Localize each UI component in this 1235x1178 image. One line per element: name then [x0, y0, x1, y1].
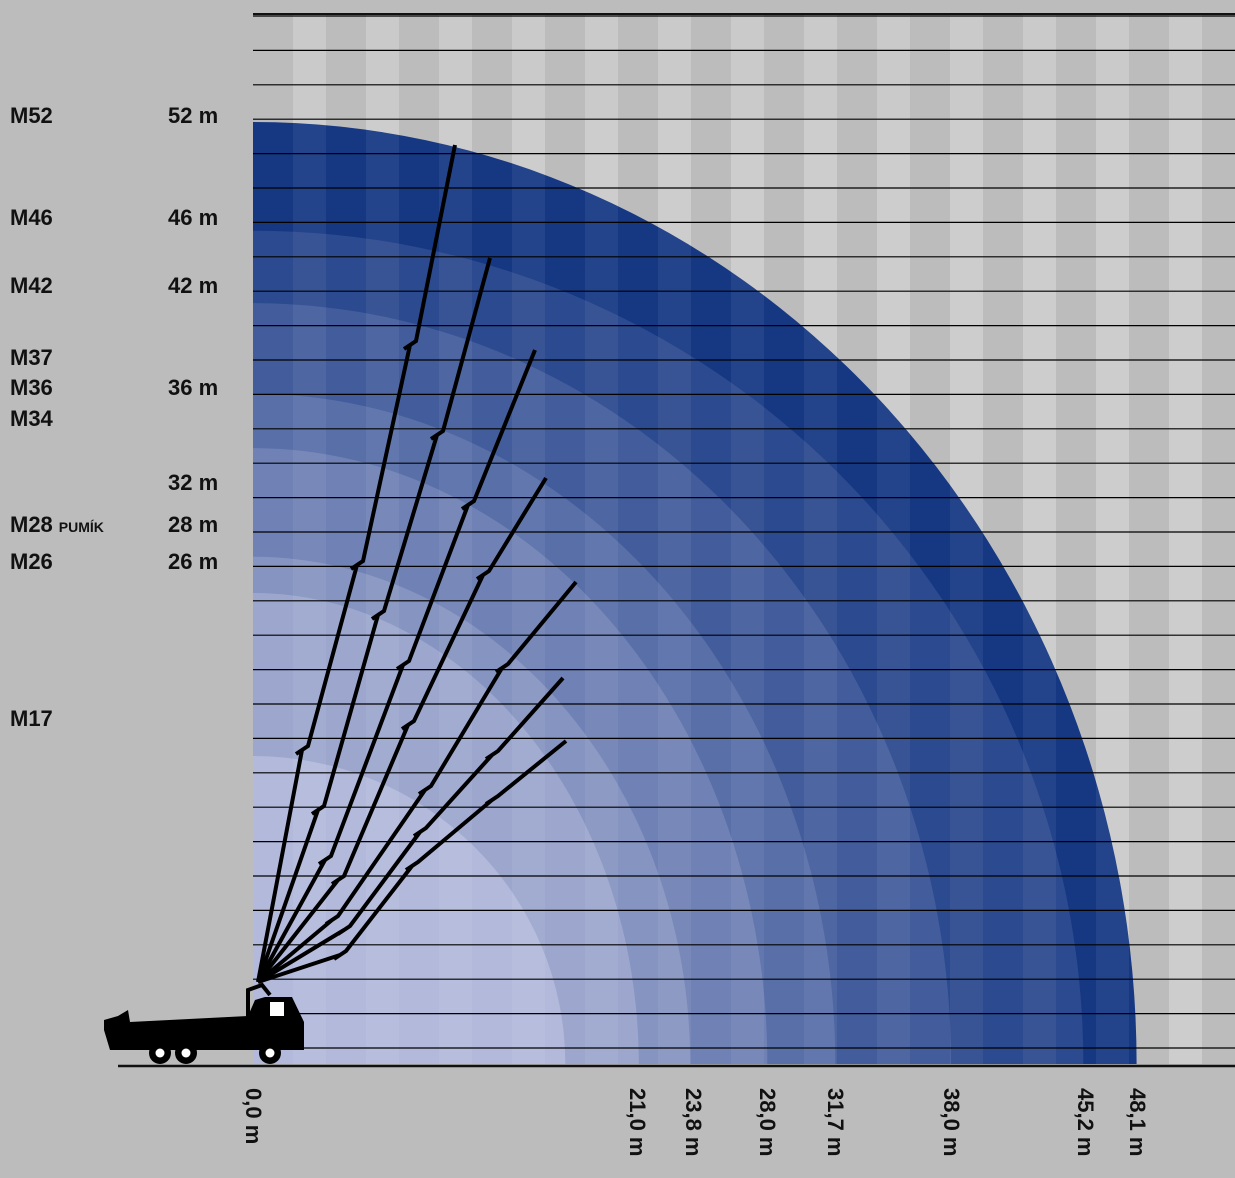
height-label-26: 26 m — [168, 549, 219, 574]
reach-label-38: 38,0 m — [939, 1088, 964, 1157]
ring-stripe — [1023, 120, 1056, 1064]
model-label-m28-suffix: PUMÍK — [58, 519, 104, 535]
boom-arm-5 — [256, 580, 578, 984]
model-label-m46: M46 — [10, 205, 53, 230]
ring-stripe — [950, 120, 983, 1064]
ring-stripe — [512, 120, 545, 1064]
model-label-m36: M36 — [10, 375, 53, 400]
ring-stripe — [1096, 120, 1129, 1064]
height-label-42: 42 m — [168, 273, 219, 298]
ring-stripe — [731, 120, 764, 1064]
model-label-m26: M26 — [10, 549, 53, 574]
reach-label-21: 21,0 m — [625, 1088, 650, 1157]
model-label-m17: M17 — [10, 706, 53, 731]
boom-arm-2 — [256, 257, 492, 983]
model-label-m42: M42 — [10, 273, 53, 298]
boom-arm-1 — [256, 144, 457, 983]
ring-stripe — [877, 120, 910, 1064]
reach-label-45-2: 45,2 m — [1073, 1088, 1098, 1157]
boom-arm-3 — [256, 349, 537, 983]
reach-label-31-7: 31,7 m — [823, 1088, 848, 1157]
ring-stripe — [1169, 120, 1202, 1064]
height-label-32: 32 m — [168, 470, 219, 495]
ring-stripe — [585, 120, 618, 1064]
ring-stripe — [439, 120, 472, 1064]
boom-arm-4 — [256, 476, 548, 984]
boom-arm-6 — [256, 676, 565, 984]
background-stripe — [1169, 14, 1202, 1064]
height-label-46: 46 m — [168, 205, 219, 230]
ring-stripe — [366, 120, 399, 1064]
reach-label-0: 0,0 m — [241, 1088, 266, 1145]
ring-stripe — [293, 120, 326, 1064]
ring-stripe — [658, 120, 691, 1064]
reach-label-48-1: 48,1 m — [1125, 1088, 1150, 1157]
reach-label-28: 28,0 m — [755, 1088, 780, 1157]
model-label-m37: M37 — [10, 345, 53, 370]
truck-icon — [104, 982, 304, 1064]
reach-label-23-8: 23,8 m — [681, 1088, 706, 1157]
model-label-m28: M28 PUMÍK — [10, 512, 104, 538]
boom-arm-7 — [257, 739, 568, 984]
height-label-36: 36 m — [168, 375, 219, 400]
height-label-28: 28 m — [168, 512, 219, 537]
model-label-m34: M34 — [10, 406, 53, 431]
model-label-m28-name: M28 — [10, 512, 53, 537]
model-label-m52: M52 — [10, 103, 53, 128]
height-label-52: 52 m — [168, 103, 219, 128]
ring-stripe — [804, 120, 837, 1064]
